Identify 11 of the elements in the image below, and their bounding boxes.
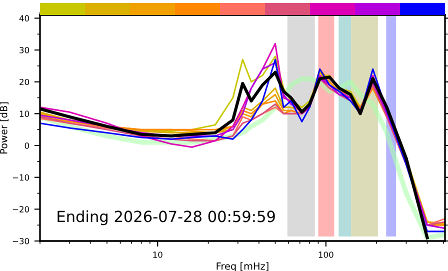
annotation: Ending 2026-07-28 00:59:59 (58, 210, 275, 226)
y-tick-label: 30 (20, 46, 30, 54)
y-tick-label: −30 (12, 238, 30, 244)
y-tick-label: −20 (12, 206, 30, 212)
y-tick-label: 40 (19, 15, 30, 22)
x-tick-label: 100 (318, 252, 334, 258)
y-axis-title: Power [dB] (0, 102, 8, 154)
y-tick-label: 0 (24, 142, 30, 149)
y-tick-label: 10 (20, 110, 30, 117)
y-tick-label: 20 (20, 78, 30, 86)
y-tick-label: −10 (12, 174, 30, 181)
